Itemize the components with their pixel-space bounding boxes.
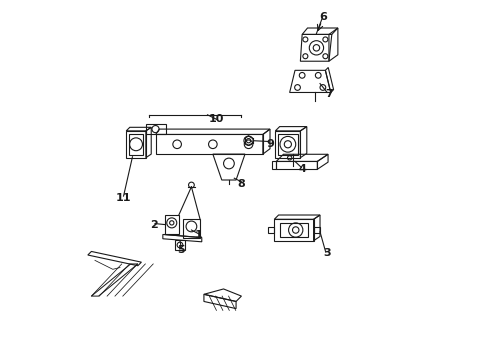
Text: 9: 9 (266, 139, 274, 149)
Text: 6: 6 (319, 13, 327, 22)
Text: 5: 5 (177, 245, 185, 255)
Text: 1: 1 (195, 230, 202, 240)
Text: 8: 8 (238, 179, 245, 189)
Text: 3: 3 (323, 248, 331, 258)
Text: 10: 10 (209, 114, 224, 124)
Text: 7: 7 (325, 89, 333, 99)
Text: 4: 4 (298, 164, 306, 174)
Text: 11: 11 (116, 193, 131, 203)
Text: 2: 2 (150, 220, 158, 230)
